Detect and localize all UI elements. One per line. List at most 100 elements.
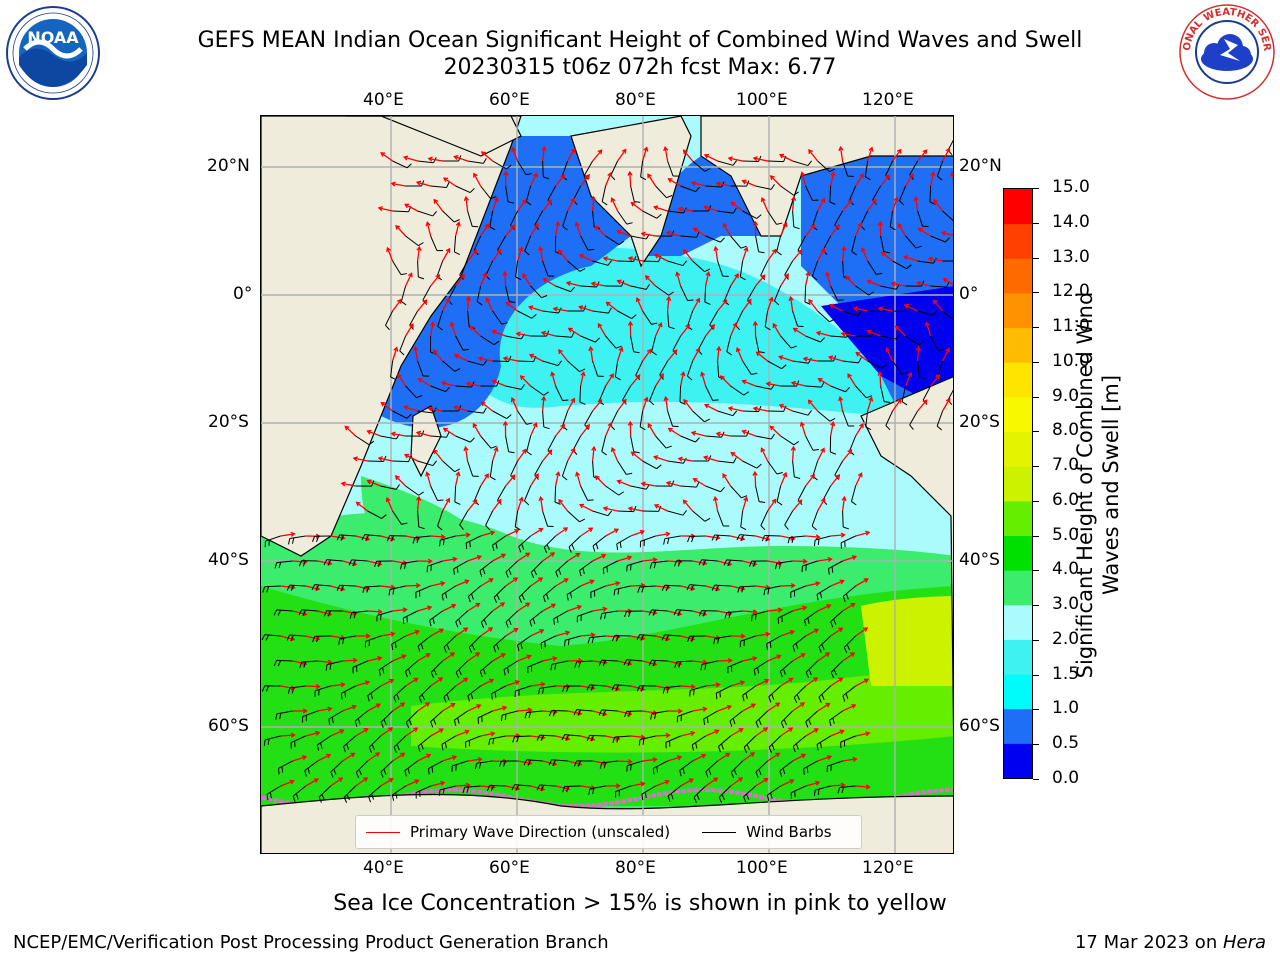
wave-arrowhead bbox=[903, 255, 909, 261]
wind-barb-flag bbox=[355, 772, 360, 779]
wave-arrowhead bbox=[616, 229, 622, 235]
wave-arrowhead bbox=[377, 655, 383, 662]
wave-arrow bbox=[505, 474, 516, 487]
wind-barb-flag bbox=[665, 634, 670, 641]
wind-barb bbox=[510, 460, 519, 476]
wave-arrowhead bbox=[871, 198, 877, 204]
wave-arrowhead bbox=[438, 728, 444, 733]
wind-barb bbox=[687, 310, 694, 327]
wave-arrow bbox=[443, 177, 456, 187]
wave-arrow bbox=[430, 535, 445, 538]
wind-barb-flag bbox=[579, 268, 586, 272]
wind-barb bbox=[418, 685, 431, 698]
ice-cell bbox=[681, 788, 686, 793]
wind-barb-flag bbox=[453, 719, 457, 727]
wind-barb-flag bbox=[541, 687, 545, 694]
wind-barb-flag bbox=[752, 560, 757, 567]
wave-arrowhead bbox=[415, 180, 422, 186]
wave-arrow bbox=[492, 249, 502, 262]
wave-arrow bbox=[826, 272, 832, 287]
wind-barb-flag bbox=[291, 687, 295, 694]
wave-arrowhead bbox=[510, 224, 516, 230]
wind-barb-flag bbox=[613, 589, 616, 596]
wave-arrow bbox=[579, 254, 593, 262]
wind-barb-flag bbox=[808, 669, 812, 676]
wave-arrowhead bbox=[475, 602, 481, 608]
wind-barb bbox=[842, 585, 856, 597]
wind-barb-flag bbox=[504, 714, 507, 721]
wave-arrowhead bbox=[427, 558, 433, 564]
wave-arrowhead bbox=[663, 395, 669, 402]
wave-arrowhead bbox=[339, 729, 345, 734]
wind-barb-flag bbox=[601, 201, 608, 206]
colorbar bbox=[1003, 188, 1033, 779]
wind-barb-flag bbox=[482, 568, 486, 575]
wind-barb bbox=[730, 385, 745, 396]
wind-barb-flag bbox=[651, 322, 658, 325]
wave-arrowhead bbox=[685, 324, 691, 330]
wind-barb bbox=[677, 710, 693, 717]
wave-arrowhead bbox=[621, 148, 627, 154]
wind-barb-flag bbox=[494, 691, 497, 698]
wind-barb bbox=[542, 260, 549, 277]
wave-arrowhead bbox=[450, 703, 456, 708]
wave-arrow bbox=[367, 480, 381, 487]
colorbar-bin bbox=[1004, 604, 1032, 640]
lon-tick-bottom: 60°E bbox=[489, 858, 530, 878]
wave-arrow bbox=[668, 428, 681, 437]
colorbar-tick-mark bbox=[1033, 674, 1039, 676]
wave-arrowhead bbox=[695, 297, 701, 303]
wind-barb bbox=[855, 385, 867, 399]
wind-barb bbox=[417, 460, 434, 467]
wave-arrow bbox=[792, 653, 806, 662]
wind-barb-flag bbox=[755, 721, 759, 728]
wind-barb-flag bbox=[770, 433, 775, 440]
ice-cell bbox=[921, 790, 926, 795]
ice-cell bbox=[663, 791, 668, 796]
wave-arrow bbox=[480, 679, 494, 687]
wind-barb-flag bbox=[937, 175, 943, 181]
colorbar-tick-mark bbox=[1033, 535, 1039, 537]
wave-arrow bbox=[517, 709, 532, 712]
ice-cell bbox=[705, 788, 710, 793]
wind-barb bbox=[415, 585, 431, 593]
wind-barb-flag bbox=[884, 401, 891, 403]
ice-cell bbox=[735, 790, 740, 795]
wave-arrowhead bbox=[840, 331, 846, 337]
wave-arrow bbox=[511, 397, 519, 412]
wind-barb bbox=[792, 160, 809, 167]
wave-arrowhead bbox=[868, 146, 874, 152]
wind-barb bbox=[818, 635, 831, 648]
wind-barb bbox=[936, 160, 944, 177]
wind-barb-flag bbox=[640, 685, 645, 692]
wave-arrowhead bbox=[417, 378, 423, 383]
wave-arrow bbox=[466, 296, 470, 312]
wind-barb bbox=[567, 360, 580, 373]
wind-barb-flag bbox=[668, 326, 675, 330]
wave-arrowhead bbox=[532, 422, 538, 428]
wave-arrowhead bbox=[791, 195, 797, 201]
wind-barb-flag bbox=[290, 635, 295, 641]
wind-barb-flag bbox=[290, 585, 295, 592]
wave-arrowhead bbox=[472, 422, 478, 428]
wind-barb bbox=[453, 560, 468, 570]
wind-barb-flag bbox=[508, 451, 515, 454]
colorbar-bin bbox=[1004, 570, 1032, 606]
wind-barb bbox=[524, 485, 532, 501]
wave-arrow bbox=[426, 472, 432, 487]
wave-arrowhead bbox=[725, 752, 731, 758]
wave-arrowhead bbox=[701, 753, 707, 759]
wind-barb bbox=[784, 260, 794, 276]
wave-arrowhead bbox=[585, 423, 591, 430]
wind-barb-flag bbox=[806, 766, 809, 773]
wave-arrow bbox=[704, 404, 718, 412]
wind-barb-flag bbox=[693, 796, 697, 803]
wave-arrowhead bbox=[945, 397, 951, 403]
wind-barb-flag bbox=[661, 585, 666, 591]
wind-barb-flag bbox=[550, 664, 553, 671]
wind-barb-flag bbox=[812, 449, 819, 451]
wave-arrowhead bbox=[647, 173, 652, 179]
wind-barb-flag bbox=[495, 542, 498, 549]
wave-arrow bbox=[779, 154, 793, 162]
wave-arrowhead bbox=[511, 146, 517, 153]
